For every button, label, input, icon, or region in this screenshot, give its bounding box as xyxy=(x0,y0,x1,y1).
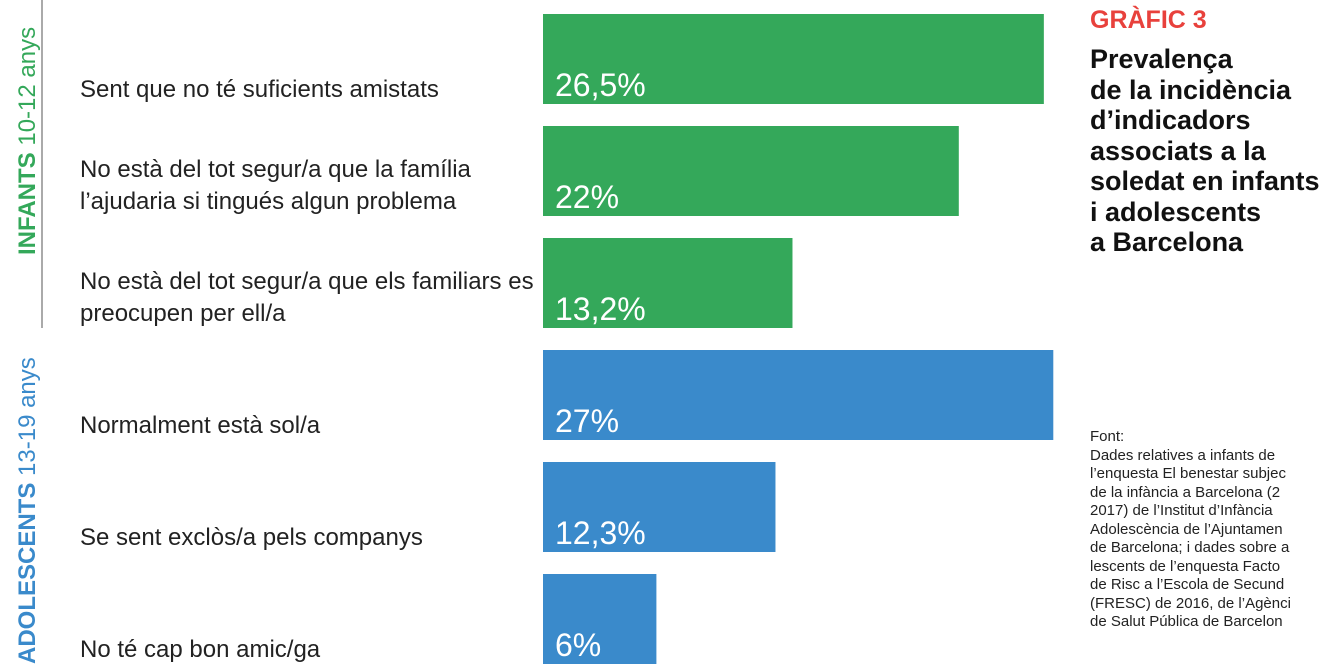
bar xyxy=(543,462,776,552)
source-line: Adolescència de l’Ajuntamen xyxy=(1090,520,1283,538)
category-label: Se sent exclòs/a pels companys xyxy=(80,524,423,551)
bar xyxy=(543,14,1044,104)
value-label: 22% xyxy=(555,179,619,215)
subtitle-line: i adolescents xyxy=(1090,196,1262,227)
group-range: 10-12 anys xyxy=(14,26,41,146)
group-range: 13-19 anys xyxy=(14,357,41,476)
source-line: lescents de l’enquesta Facto xyxy=(1090,557,1281,575)
group-label: INFANTS 10-12 anys xyxy=(14,27,42,255)
category-label: Normalment està sol/a xyxy=(80,412,321,439)
source-line: de la infància a Barcelona (2 xyxy=(1090,483,1281,501)
bar xyxy=(543,238,793,328)
source: Font: Dades relatives a infants de l’enque… xyxy=(1090,428,1291,632)
source-line: de Barcelona; i dades sobre a xyxy=(1090,539,1290,556)
group-label: ADOLESCENTS 13-19 anys xyxy=(14,357,42,664)
category-label: No està del tot segur/a que la família l… xyxy=(80,156,471,215)
source-line: de Salut Pública de Barcelon xyxy=(1090,613,1283,630)
source-line: de Risc a l’Escola de Secund xyxy=(1090,576,1285,593)
chart-title: GRÀFIC 3 xyxy=(1090,6,1207,34)
value-label: 6% xyxy=(555,627,601,663)
group-name: INFANTS xyxy=(14,152,41,255)
value-label: 27% xyxy=(555,403,619,439)
value-label: 12,3% xyxy=(555,515,646,551)
bar xyxy=(543,574,657,664)
source-line: l’enquesta El benestar subjec xyxy=(1090,465,1286,482)
bar xyxy=(543,126,959,216)
chart-subtitle: Prevalença de la incidència d’indicadors as… xyxy=(1090,44,1320,258)
subtitle-line: associats a la xyxy=(1090,135,1266,166)
source-title: Font: xyxy=(1090,428,1125,445)
source-line: Dades relatives a infants de xyxy=(1090,446,1276,464)
subtitle-line: de la incidència xyxy=(1090,74,1292,105)
subtitle-line: d’indicadors xyxy=(1090,105,1251,135)
subtitle-line: Prevalença xyxy=(1090,44,1233,74)
value-label: 13,2% xyxy=(555,291,646,327)
source-line: (FRESC) de 2016, de l’Agènci xyxy=(1090,594,1291,612)
subtitle-line: soledat en infants xyxy=(1090,166,1320,196)
bar xyxy=(543,350,1054,440)
value-label: 26,5% xyxy=(555,67,646,103)
category-label: No està del tot segur/a que els familiar… xyxy=(80,268,534,327)
category-label: No té cap bon amic/ga xyxy=(80,636,321,663)
subtitle-line: a Barcelona xyxy=(1090,227,1244,257)
group-name: ADOLESCENTS xyxy=(14,482,41,664)
source-line: 2017) de l’Institut d’Infància xyxy=(1090,502,1273,519)
category-label: Sent que no té suficients amistats xyxy=(80,76,439,103)
